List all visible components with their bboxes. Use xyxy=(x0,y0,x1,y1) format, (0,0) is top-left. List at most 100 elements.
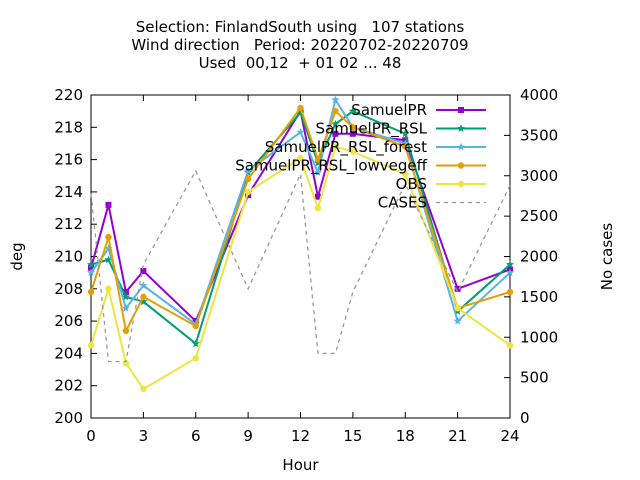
data-point xyxy=(402,170,409,178)
legend-entry: OBS xyxy=(396,175,486,193)
data-point xyxy=(454,304,461,312)
data-point xyxy=(121,303,130,312)
data-point xyxy=(296,127,305,136)
series-6 xyxy=(90,169,511,363)
data-point xyxy=(453,316,462,325)
legend-marker xyxy=(457,142,465,151)
y2-tick-label: 3500 xyxy=(520,126,558,144)
legend-entry: SamuelPR_RSL_lowvegeff xyxy=(235,157,486,176)
data-point xyxy=(244,188,252,196)
y-tick-label: 208 xyxy=(54,280,83,298)
data-point xyxy=(297,104,304,112)
y-tick-label: 206 xyxy=(54,312,83,330)
data-point xyxy=(192,355,199,362)
y2-tick-label: 3000 xyxy=(520,167,558,185)
legend-label: SamuelPR_RSL xyxy=(316,120,428,139)
x-axis-label: Hour xyxy=(282,456,319,474)
legend-marker xyxy=(457,180,465,188)
data-point xyxy=(332,143,339,150)
chart-title: Selection: FinlandSouth using 107 statio… xyxy=(131,18,468,72)
x-tick-label: 0 xyxy=(86,427,96,445)
data-point xyxy=(506,342,514,349)
data-point xyxy=(244,166,253,175)
data-point xyxy=(332,130,339,137)
x-tick-label: 6 xyxy=(191,427,201,445)
y2-tick-label: 1500 xyxy=(520,288,558,306)
data-point xyxy=(314,204,322,212)
x-tick-label: 21 xyxy=(448,427,467,445)
legend-entry: SamuelPR_RSL_forest xyxy=(265,138,486,157)
data-point xyxy=(140,293,147,301)
y2-tick-label: 2000 xyxy=(520,248,558,266)
data-point xyxy=(331,95,340,104)
title-line-3: Used 00,12 + 01 02 ... 48 xyxy=(199,54,402,72)
x-tick-label: 3 xyxy=(139,427,149,445)
legend-entry: CASES xyxy=(378,194,486,212)
y-tick-label: 202 xyxy=(54,377,83,395)
data-point xyxy=(192,322,199,330)
data-point xyxy=(348,106,357,115)
series-5 xyxy=(87,143,514,393)
data-point xyxy=(104,255,113,264)
y2-axis: 0 500 1000 1500 2000 2500 3000 3500 4000 xyxy=(504,86,558,427)
y2-tick-label: 4000 xyxy=(520,86,558,104)
legend-entry: SamuelPR xyxy=(351,101,486,119)
y2-tick-label: 2500 xyxy=(520,207,558,225)
legend-label: SamuelPR xyxy=(351,101,427,119)
x-tick-label: 12 xyxy=(291,427,310,445)
y-tick-label: 210 xyxy=(54,248,83,266)
title-line-2: Wind direction Period: 20220702-20220709 xyxy=(131,36,468,54)
legend-marker xyxy=(458,107,464,113)
data-point xyxy=(105,285,112,292)
data-point xyxy=(140,385,147,393)
y-tick-label: 220 xyxy=(54,86,83,104)
y-axis: 200 202 204 206 208 210 212 214 216 218 220 xyxy=(54,86,97,427)
series-lines xyxy=(87,95,514,393)
data-point xyxy=(140,268,147,275)
data-point xyxy=(506,260,514,268)
data-point xyxy=(122,289,129,296)
data-point xyxy=(105,201,112,208)
y-tick-label: 200 xyxy=(54,409,83,427)
y2-tick-label: 500 xyxy=(520,369,549,387)
y-axis-label: deg xyxy=(8,242,26,270)
data-point xyxy=(313,168,322,176)
x-tick-label: 15 xyxy=(343,427,362,445)
legend-label: SamuelPR_RSL_forest xyxy=(265,138,427,157)
legend-label: CASES xyxy=(378,194,427,212)
y-tick-label: 218 xyxy=(54,118,83,136)
legend-entry: SamuelPR_RSL xyxy=(316,120,486,139)
data-point xyxy=(87,288,95,296)
series-3 xyxy=(87,95,514,328)
legend-marker xyxy=(457,162,465,169)
data-point xyxy=(297,154,304,162)
data-point xyxy=(244,175,252,183)
data-point xyxy=(87,260,95,268)
y-tick-label: 212 xyxy=(54,215,83,233)
y-tick-label: 204 xyxy=(54,344,83,362)
series-line xyxy=(90,169,511,363)
data-point xyxy=(88,264,94,271)
data-point xyxy=(314,156,322,163)
data-point xyxy=(506,268,514,277)
data-point xyxy=(332,107,339,115)
data-point xyxy=(105,233,112,241)
data-point xyxy=(191,339,200,348)
series-4 xyxy=(87,104,514,334)
x-tick-label: 18 xyxy=(396,427,415,445)
y-tick-label: 216 xyxy=(54,151,83,169)
y2-tick-label: 0 xyxy=(520,409,530,427)
data-point xyxy=(454,285,461,292)
y2-axis-label: No cases xyxy=(598,223,616,291)
x-tick-label: 24 xyxy=(500,427,519,445)
title-line-1: Selection: FinlandSouth using 107 statio… xyxy=(136,18,465,36)
y-tick-label: 214 xyxy=(54,183,83,201)
data-point xyxy=(401,129,410,138)
legend-marker xyxy=(457,124,465,132)
data-point xyxy=(349,130,356,137)
legend-label: OBS xyxy=(396,175,427,193)
x-tick-label: 9 xyxy=(243,427,253,445)
data-point xyxy=(139,281,148,289)
data-point xyxy=(87,268,95,277)
legend: SamuelPRSamuelPR_RSLSamuelPR_RSL_forestS… xyxy=(235,101,486,212)
